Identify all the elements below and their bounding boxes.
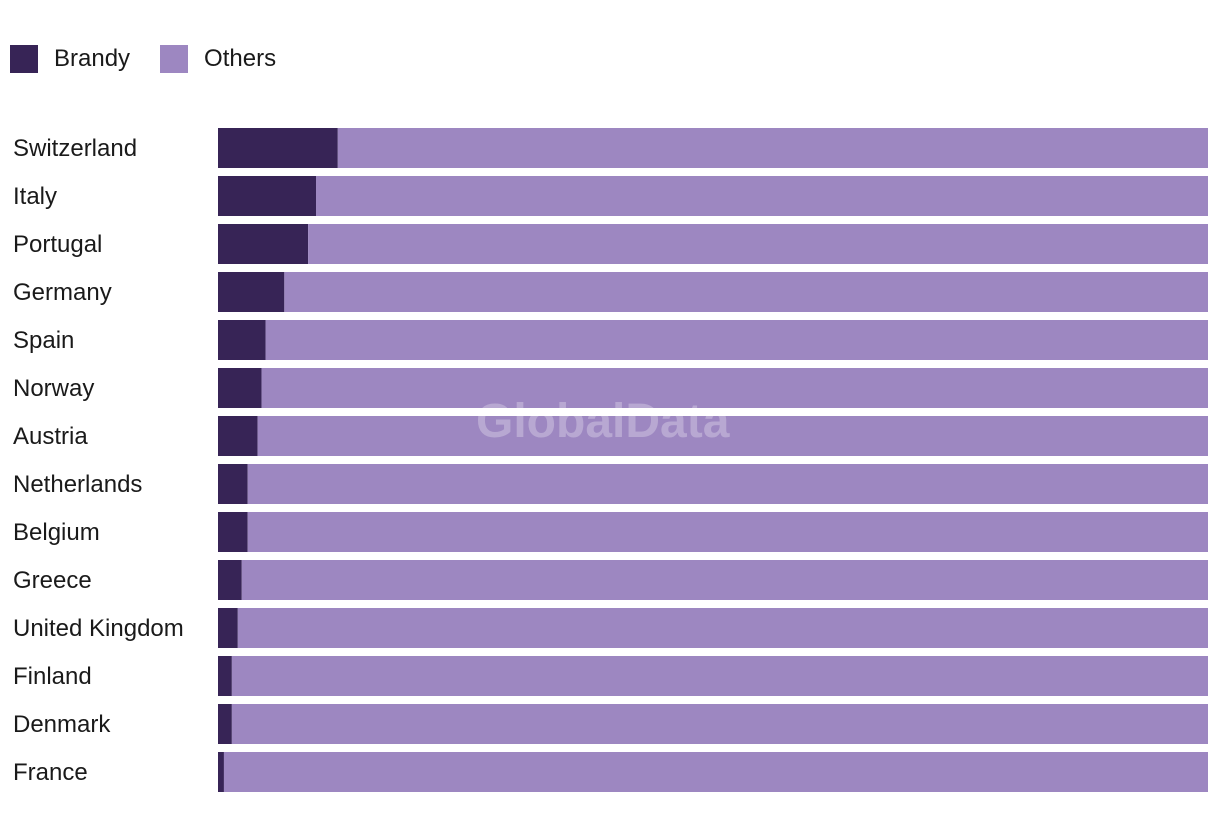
category-label-greece: Greece (13, 567, 92, 594)
bar-brandy-switzerland (218, 128, 338, 168)
bar-others-france (223, 752, 1208, 792)
bar-brandy-italy (218, 176, 317, 216)
category-label-austria: Austria (13, 423, 88, 450)
category-label-spain: Spain (13, 327, 74, 354)
bar-brandy-spain (218, 320, 266, 360)
bar-others-italy (316, 176, 1208, 216)
bar-brandy-netherlands (218, 464, 248, 504)
category-label-italy: Italy (13, 183, 57, 210)
bar-others-greece (241, 560, 1208, 600)
legend-item-others: Others (160, 45, 276, 73)
category-label-switzerland: Switzerland (13, 135, 137, 162)
bar-others-portugal (308, 224, 1209, 264)
category-label-netherlands: Netherlands (13, 471, 142, 498)
bar-others-finland (231, 656, 1209, 696)
bar-others-switzerland (337, 128, 1208, 168)
bar-others-germany (284, 272, 1209, 312)
bar-brandy-finland (218, 656, 232, 696)
category-label-finland: Finland (13, 663, 92, 690)
category-label-belgium: Belgium (13, 519, 100, 546)
bar-others-austria (257, 416, 1209, 456)
bar-brandy-denmark (218, 704, 232, 744)
bar-brandy-united-kingdom (218, 608, 238, 648)
legend-label-others: Others (204, 45, 277, 72)
legend-swatch-brandy (10, 45, 38, 73)
legend-swatch-others (160, 45, 189, 73)
bar-brandy-belgium (218, 512, 248, 552)
category-label-united-kingdom: United Kingdom (13, 615, 184, 642)
bar-others-norway (261, 368, 1208, 408)
bar-others-belgium (247, 512, 1208, 552)
legend: Brandy Others (10, 44, 306, 74)
bar-others-netherlands (247, 464, 1208, 504)
bar-brandy-greece (218, 560, 242, 600)
legend-label-brandy: Brandy (54, 45, 131, 72)
bar-brandy-germany (218, 272, 285, 312)
bar-others-spain (265, 320, 1208, 360)
legend-item-brandy: Brandy (10, 45, 130, 73)
bar-brandy-norway (218, 368, 262, 408)
bar-brandy-portugal (218, 224, 309, 264)
bar-brandy-france (218, 752, 224, 792)
bar-brandy-austria (218, 416, 258, 456)
bar-others-united-kingdom (237, 608, 1209, 648)
category-label-portugal: Portugal (13, 231, 102, 258)
bar-others-denmark (231, 704, 1209, 744)
category-label-norway: Norway (13, 375, 94, 402)
category-label-france: France (13, 759, 88, 786)
category-label-germany: Germany (13, 279, 112, 306)
category-label-denmark: Denmark (13, 711, 111, 738)
